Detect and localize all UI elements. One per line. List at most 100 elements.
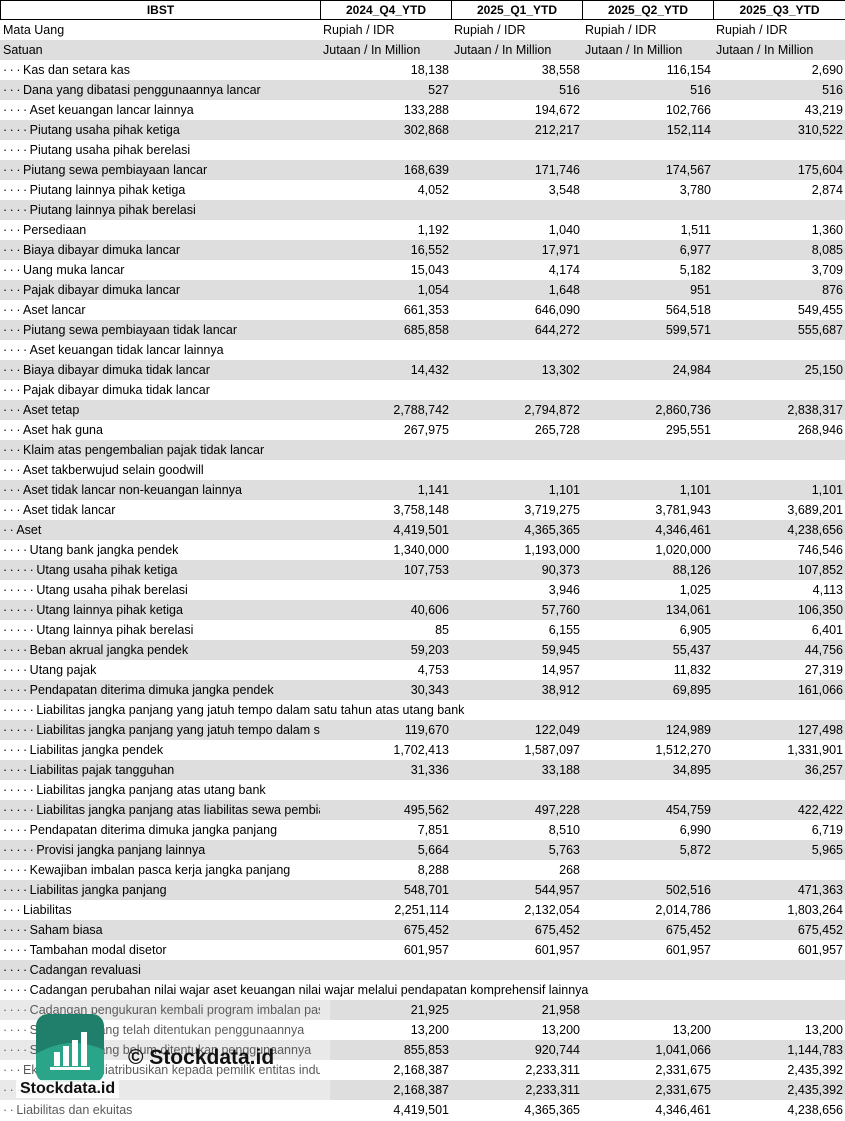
table-row: · · · Kas dan setara kas 18,138 38,558 116,…: [0, 60, 845, 80]
value-cell: 675,452: [403, 923, 449, 937]
value-cell: 134,061: [665, 603, 711, 617]
label-text: Liabilitas jangka pendek: [29, 743, 164, 757]
table-row: · · · Persediaan 1,192 1,040 1,511 1,360: [0, 220, 845, 240]
indent-dots: · · · ·: [3, 143, 30, 157]
row-label: · · · Aset lancar: [3, 300, 320, 320]
indent-dots: · · · ·: [3, 183, 30, 197]
value-cell: 2,168,387: [393, 1083, 449, 1097]
header-column: 2025_Q2_YTD: [582, 0, 714, 20]
table-row: · · · Aset lancar 661,353 646,090 564,518 54…: [0, 300, 845, 320]
table-row: · · · · Liabilitas jangka pendek 1,702,41…: [0, 740, 845, 760]
table-row: · · · Biaya dibayar dimuka lancar 16,552 1…: [0, 240, 845, 260]
table-row: Satuan Jutaan / In Million Jutaan / In Mil…: [0, 40, 845, 60]
value-cell: 17,971: [541, 243, 580, 257]
row-label: · · · · Aset keuangan lancar lainnya: [3, 100, 320, 120]
value-cell: 5,664: [417, 843, 449, 857]
table-row: · · · Liabilitas 2,251,114 2,132,054 2,014,…: [0, 900, 845, 920]
row-label: · · · · Utang pajak: [3, 660, 320, 680]
indent-dots: · · ·: [3, 223, 23, 237]
row-label: · · · · · Utang lainnya pihak ketiga: [3, 600, 320, 620]
value-cell: 122,049: [534, 723, 580, 737]
table-row: · · · · · Utang usaha pihak berelasi 3,94…: [0, 580, 845, 600]
label-text: Persediaan: [23, 223, 87, 237]
value-cell: 4,052: [417, 183, 449, 197]
indent-dots: · · ·: [3, 1063, 23, 1077]
table-row: · · · · Piutang usaha pihak ketiga 302,86…: [0, 120, 845, 140]
value-cell: 102,766: [665, 103, 711, 117]
label-text: Pajak dibayar dimuka lancar: [23, 283, 181, 297]
value-cell: 106,350: [797, 603, 843, 617]
value-cell: 1,054: [417, 283, 449, 297]
row-label: · · · · · Utang lainnya pihak berelasi: [3, 620, 320, 640]
value-cell: 55,437: [672, 643, 711, 657]
value-cell: 8,510: [548, 823, 580, 837]
indent-dots: · · · ·: [3, 1023, 30, 1037]
row-label: · · · · · Provisi jangka panjang lainnya: [3, 840, 320, 860]
value-cell: 1,192: [417, 223, 449, 237]
value-cell: 59,203: [410, 643, 449, 657]
row-label: Mata Uang: [3, 23, 65, 37]
table-row: · · · Klaim atas pengembalian pajak tida…: [0, 440, 845, 460]
value-cell: 267,975: [403, 423, 449, 437]
watermark-logo: [36, 1014, 104, 1082]
value-cell: 549,455: [797, 303, 843, 317]
label-text: Utang usaha pihak ketiga: [36, 563, 178, 577]
value-cell: 646,090: [534, 303, 580, 317]
value-cell: 3,781,943: [655, 503, 711, 517]
watermark-brand: Stockdata.id: [16, 1080, 120, 1098]
unit-cell: Rupiah / IDR: [454, 23, 526, 37]
value-cell: 116,154: [666, 63, 711, 77]
indent-dots: · · · ·: [3, 343, 30, 357]
value-cell: 495,562: [403, 803, 449, 817]
value-cell: 454,759: [665, 803, 711, 817]
table-row: · · · · · Utang lainnya pihak berelasi 85…: [0, 620, 845, 640]
indent-dots: · · · ·: [3, 1003, 30, 1017]
value-cell: 57,760: [541, 603, 580, 617]
unit-cell: Rupiah / IDR: [716, 23, 788, 37]
value-cell: 675,452: [797, 923, 843, 937]
indent-dots: · · · ·: [3, 643, 30, 657]
row-label: Satuan: [3, 43, 43, 57]
row-label: · · · Aset tetap: [3, 400, 320, 420]
value-cell: 6,977: [679, 243, 711, 257]
value-cell: 516: [559, 83, 580, 97]
value-cell: 5,182: [679, 263, 711, 277]
label-text: Aset lancar: [23, 303, 86, 317]
value-cell: 2,331,675: [655, 1083, 711, 1097]
value-cell: 14,432: [410, 363, 449, 377]
value-cell: 127,498: [797, 723, 843, 737]
value-cell: 3,780: [679, 183, 711, 197]
row-label: · · · · Liabilitas pajak tangguhan: [3, 760, 320, 780]
value-cell: 16,552: [410, 243, 449, 257]
label-text: Pendapatan diterima dimuka jangka panjan…: [29, 823, 278, 837]
indent-dots: · · · ·: [3, 943, 30, 957]
value-cell: 33,188: [541, 763, 580, 777]
value-cell: 11,832: [673, 663, 711, 677]
label-text: Saham biasa: [29, 923, 103, 937]
table-row: · · · Uang muka lancar 15,043 4,174 5,182 3,…: [0, 260, 845, 280]
label-text: Utang lainnya pihak berelasi: [36, 623, 194, 637]
value-cell: 30,343: [410, 683, 449, 697]
indent-dots: · · · · ·: [3, 703, 37, 717]
table-row: · · · Aset hak guna 267,975 265,728 295,551…: [0, 420, 845, 440]
value-cell: 2,838,317: [787, 403, 843, 417]
value-cell: 36,257: [804, 763, 843, 777]
value-cell: 31,336: [410, 763, 449, 777]
unit-cell: Rupiah / IDR: [585, 23, 657, 37]
table-row: · · · · · Provisi jangka panjang lainnya…: [0, 840, 845, 860]
table-row: Mata Uang Rupiah / IDR Rupiah / IDR Rupiah …: [0, 20, 845, 40]
header-column: 2024_Q4_YTD: [320, 0, 452, 20]
value-cell: 685,858: [403, 323, 449, 337]
value-cell: 85: [435, 623, 449, 637]
value-cell: 4,346,461: [655, 1103, 711, 1117]
value-cell: 3,758,148: [393, 503, 449, 517]
value-cell: 1,101: [811, 483, 843, 497]
indent-dots: · · ·: [3, 83, 23, 97]
table-row: · · · · Cadangan revaluasi: [0, 960, 845, 980]
value-cell: 4,346,461: [655, 523, 711, 537]
value-cell: 675,452: [534, 923, 580, 937]
label-text: Liabilitas pajak tangguhan: [29, 763, 175, 777]
value-cell: 1,040: [548, 223, 580, 237]
label-text: Cadangan pengukuran kembali program imba…: [29, 1003, 320, 1017]
label-text: Provisi jangka panjang lainnya: [36, 843, 206, 857]
